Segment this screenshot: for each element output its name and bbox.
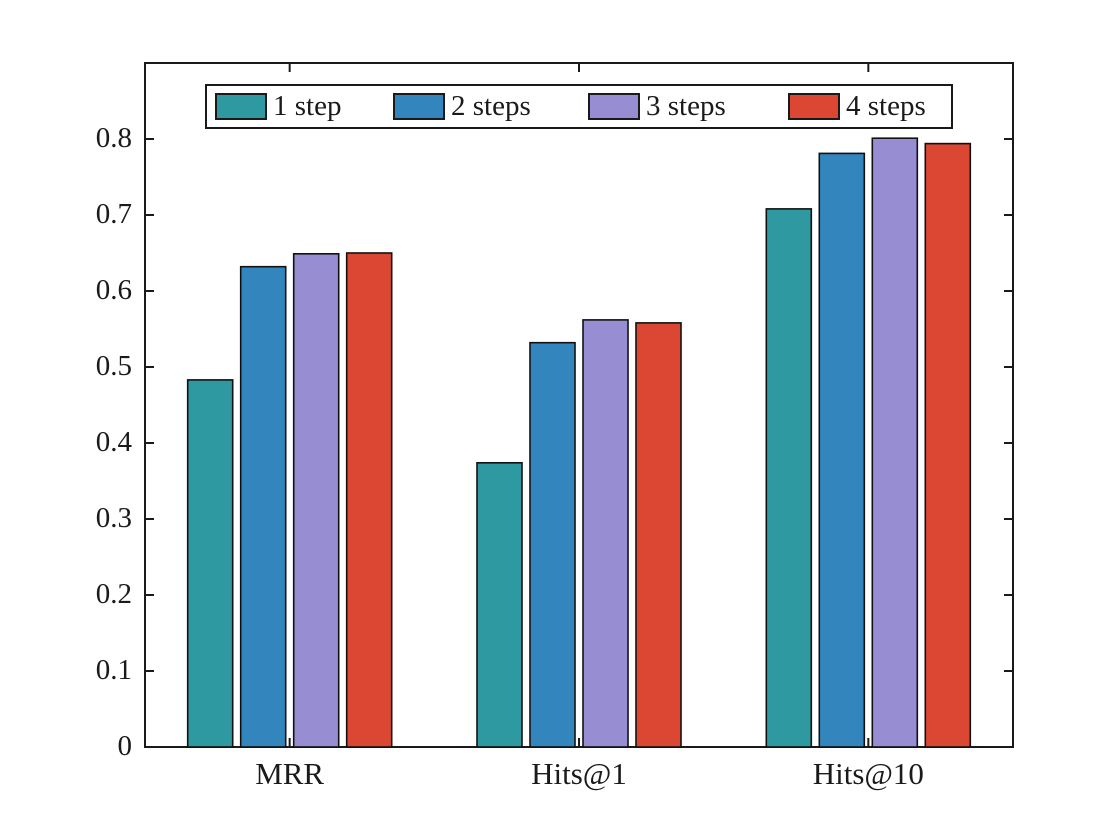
bar-hits10-4-steps	[924, 142, 972, 748]
bar-hits10-1-step	[765, 208, 813, 748]
x-axis-label-hits10: Hits@10	[812, 756, 924, 791]
y-tick-label-0.1: 0.1	[95, 654, 132, 686]
x-axis-label-hits1: Hits@1	[531, 756, 627, 791]
bar-hits10-2-steps	[818, 152, 866, 748]
bar-mrr-1-step	[186, 379, 234, 748]
y-tick-label-0.2: 0.2	[95, 578, 132, 610]
y-tick-label-0.6: 0.6	[95, 274, 132, 306]
y-tick-label-0.5: 0.5	[95, 350, 132, 382]
y-tick-label-0.4: 0.4	[95, 426, 132, 458]
bar-hits1-4-steps	[635, 322, 682, 748]
y-tick-label-0.3: 0.3	[95, 502, 132, 534]
bar-mrr-2-steps	[239, 265, 287, 748]
bar-hits1-1-step	[476, 461, 523, 748]
bar-mrr-3-steps	[292, 253, 340, 748]
bar-mrr-4-steps	[345, 252, 393, 748]
legend-swatch-1-step	[215, 93, 267, 120]
legend-swatch-4-steps	[788, 93, 840, 120]
legend-label-3-steps: 3 steps	[646, 90, 726, 122]
legend-swatch-3-steps	[588, 93, 640, 120]
legend: 1 step 2 steps 3 steps 4 steps	[205, 84, 953, 129]
y-tick-label-0.7: 0.7	[95, 198, 132, 230]
y-tick-label-0.8: 0.8	[95, 122, 132, 154]
legend-swatch-2-steps	[393, 93, 445, 120]
legend-label-4-steps: 4 steps	[846, 90, 926, 122]
legend-item-1-step: 1 step	[215, 86, 341, 127]
legend-label-2-steps: 2 steps	[451, 90, 531, 122]
x-axis-label-mrr: MRR	[255, 756, 325, 791]
bar-hits1-3-steps	[582, 319, 629, 748]
bar-hits10-3-steps	[871, 137, 919, 748]
legend-label-1-step: 1 step	[273, 90, 342, 122]
y-tick-label-0: 0	[117, 730, 133, 762]
legend-item-3-steps: 3 steps	[588, 86, 726, 127]
bar-hits1-2-steps	[529, 341, 576, 748]
legend-item-4-steps: 4 steps	[788, 86, 926, 127]
legend-item-2-steps: 2 steps	[393, 86, 531, 127]
